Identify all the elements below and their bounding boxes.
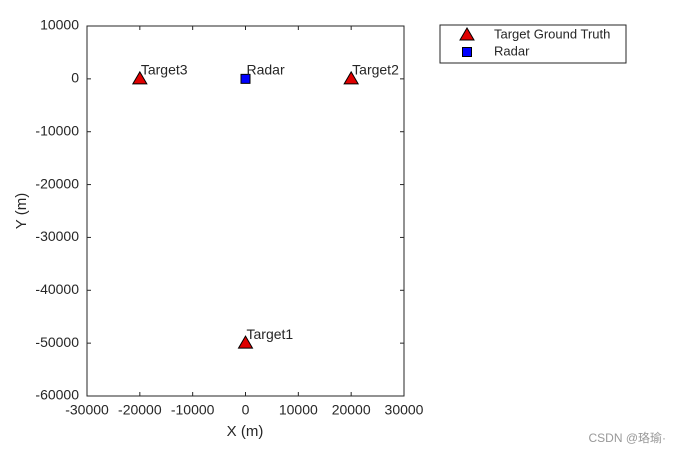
plot-box [86, 25, 405, 397]
y-tick-label: 0 [71, 70, 79, 86]
x-axis-label: X (m) [227, 423, 264, 440]
triangle-marker [343, 70, 360, 85]
triangle-marker [459, 27, 475, 41]
x-tick-label: 0 [242, 402, 250, 418]
x-tick-label: 10000 [279, 402, 318, 418]
triangle-marker [131, 70, 148, 85]
y-tick-label: -10000 [35, 122, 79, 138]
x-tick-label: 30000 [385, 402, 424, 418]
watermark: CSDN @珞瑜· [588, 430, 666, 445]
x-tick-label: -30000 [65, 402, 109, 418]
legend-label: Radar [494, 43, 530, 58]
legend-label: Target Ground Truth [494, 26, 610, 41]
y-tick-label: -60000 [35, 387, 79, 403]
x-tick-label: -20000 [118, 402, 162, 418]
point-label: Target3 [141, 62, 188, 78]
square-marker [240, 73, 251, 84]
point-label: Target2 [352, 62, 399, 78]
point-label: Radar [247, 62, 285, 78]
x-tick-label: -10000 [171, 402, 215, 418]
y-tick-label: -20000 [35, 175, 79, 191]
y-axis-label: Y (m) [13, 193, 30, 229]
point-label: Target1 [247, 326, 294, 342]
x-tick-label: 20000 [332, 402, 371, 418]
y-tick-label: 10000 [40, 17, 79, 33]
square-marker [462, 47, 472, 57]
y-tick-label: -30000 [35, 228, 79, 244]
triangle-marker [237, 335, 254, 349]
y-tick-label: -40000 [35, 281, 79, 297]
y-tick-label: -50000 [35, 334, 79, 350]
